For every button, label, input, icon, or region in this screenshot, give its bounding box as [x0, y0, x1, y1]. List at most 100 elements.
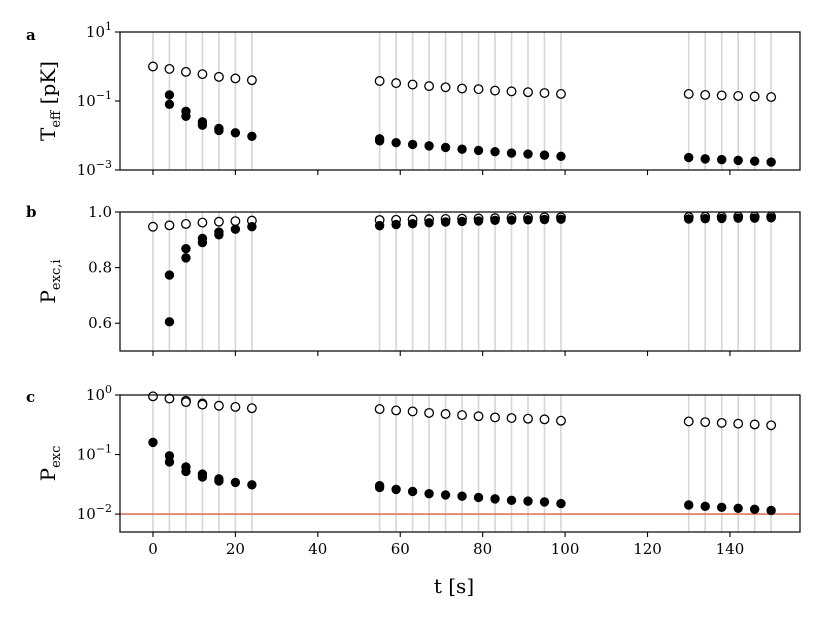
x-tick-label: 100	[551, 540, 580, 558]
open-data-point	[374, 76, 385, 86]
filled-data-point	[424, 488, 434, 499]
open-data-point	[733, 91, 744, 101]
filled-data-point	[716, 502, 727, 512]
filled-data-point	[374, 482, 385, 493]
filled-data-point	[539, 150, 550, 160]
open-data-point	[506, 413, 517, 424]
y-tick-label: 10−2	[77, 502, 112, 523]
panel-c-points	[148, 391, 777, 516]
open-data-point	[556, 89, 566, 99]
panel-b-y-ticks: 1.0 0.8 0.6	[88, 203, 120, 332]
panel-b-letter: b	[26, 203, 37, 221]
filled-data-point	[164, 270, 175, 280]
x-tick-label: 140	[716, 540, 745, 558]
filled-data-point	[733, 503, 743, 514]
open-data-point	[246, 403, 257, 414]
open-data-point	[523, 87, 533, 98]
filled-data-point	[539, 214, 550, 225]
open-data-point	[490, 85, 500, 96]
filled-data-point	[684, 500, 694, 510]
panel-b-y-label: Pexc,i	[36, 259, 64, 303]
filled-data-point	[766, 157, 776, 167]
open-data-point	[391, 405, 402, 416]
panel-a-y-label-unit: [pK]	[36, 61, 60, 111]
filled-data-point	[506, 495, 517, 506]
filled-data-point	[766, 505, 776, 516]
panel-b-time-markers	[152, 212, 772, 351]
filled-data-point	[440, 217, 451, 227]
x-tick-label: 80	[473, 540, 492, 558]
open-data-point	[180, 219, 191, 229]
filled-data-point	[230, 128, 241, 138]
filled-data-point	[684, 214, 694, 224]
open-data-point	[213, 216, 224, 227]
filled-data-point	[440, 142, 451, 153]
open-data-point	[716, 90, 727, 101]
filled-data-point	[164, 90, 175, 100]
filled-data-point	[506, 215, 517, 225]
y-tick-label: 10−3	[77, 158, 112, 179]
y-tick-label: 1.0	[88, 203, 112, 221]
open-data-point	[766, 92, 777, 103]
filled-data-point	[214, 227, 224, 237]
filled-data-point	[523, 496, 533, 506]
open-data-point	[490, 412, 500, 423]
panel-b-y-label-main: P	[36, 290, 60, 303]
open-data-point	[473, 411, 484, 422]
open-data-point	[424, 407, 435, 418]
filled-data-point	[733, 213, 743, 223]
filled-data-point	[148, 437, 158, 448]
open-data-point	[539, 88, 550, 98]
open-data-point	[457, 410, 468, 421]
panel-a: 101 10−1 10−3 a Teff [pK]	[26, 20, 801, 179]
open-data-point	[539, 414, 550, 425]
panel-a-y-ticks: 101 10−1 10−3	[77, 20, 120, 179]
filled-data-point	[407, 218, 418, 229]
filled-data-point	[391, 484, 401, 495]
filled-data-point	[749, 504, 760, 515]
filled-data-point	[230, 224, 241, 234]
panel-a-x-ticks	[152, 170, 731, 175]
filled-data-point	[247, 131, 257, 141]
filled-data-point	[684, 152, 694, 163]
filled-data-point	[700, 213, 710, 224]
open-data-point	[230, 401, 241, 412]
y-tick-label: 0.8	[88, 259, 112, 277]
panel-c-y-label-main: P	[36, 468, 60, 481]
open-data-point	[407, 79, 418, 90]
open-data-point	[197, 69, 208, 80]
open-data-point	[700, 89, 711, 100]
panel-c: 0 20 40 60 80 100 120 140 100 10−1 10−2 c Pexc	[26, 383, 801, 558]
y-tick-label: 10−1	[77, 89, 112, 110]
open-data-point	[374, 404, 385, 415]
filled-data-point	[164, 99, 175, 110]
filled-data-point	[457, 216, 467, 227]
filled-data-point	[749, 156, 760, 166]
filled-data-point	[407, 139, 418, 150]
filled-data-point	[490, 146, 500, 157]
panel-c-y-ticks: 100 10−1 10−2	[77, 383, 120, 523]
open-data-point	[749, 419, 760, 430]
x-tick-label: 60	[391, 540, 410, 558]
filled-data-point	[473, 145, 484, 156]
open-data-point	[700, 417, 711, 428]
panel-a-y-label-sub: eff	[49, 109, 64, 128]
open-data-point	[148, 221, 158, 232]
open-data-point	[197, 399, 208, 410]
open-data-point	[230, 216, 241, 227]
panel-c-letter: c	[26, 388, 35, 406]
panel-a-letter: a	[26, 26, 36, 44]
open-data-point	[556, 415, 566, 426]
open-data-point	[457, 83, 468, 94]
filled-data-point	[749, 213, 760, 223]
open-data-point	[246, 75, 257, 86]
filled-data-point	[473, 492, 484, 503]
filled-data-point	[181, 111, 191, 122]
y-tick-label: 10−1	[77, 443, 112, 464]
open-data-point	[180, 397, 191, 408]
filled-data-point	[247, 222, 257, 232]
x-tick-label: 120	[633, 540, 662, 558]
open-data-point	[766, 420, 777, 431]
filled-data-point	[374, 136, 385, 146]
